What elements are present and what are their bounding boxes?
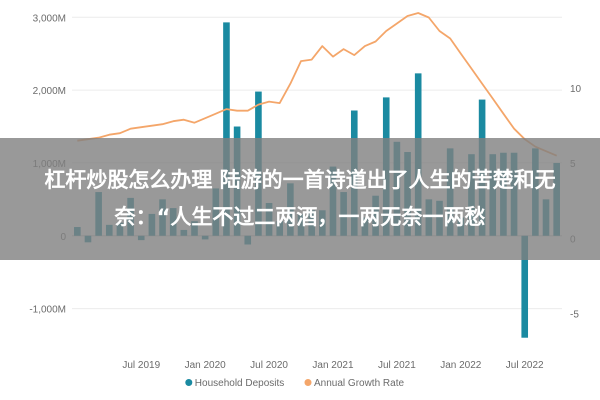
x-axis-tick-label: Jul 2022 bbox=[506, 360, 544, 371]
x-axis-tick-label: Jan 2021 bbox=[312, 360, 354, 371]
deposit-bar bbox=[223, 22, 230, 236]
legend-marker bbox=[185, 379, 193, 386]
right-axis-tick-label: -5 bbox=[570, 309, 579, 320]
left-axis-tick-label: 2,000M bbox=[33, 86, 66, 97]
legend-label: Annual Growth Rate bbox=[314, 378, 404, 389]
x-axis-tick-label: Jan 2022 bbox=[440, 360, 482, 371]
legend-label: Household Deposits bbox=[195, 378, 284, 389]
x-axis-tick-label: Jul 2019 bbox=[122, 360, 160, 371]
deposit-bar bbox=[521, 235, 529, 338]
x-axis-tick-label: Jul 2020 bbox=[250, 360, 288, 371]
x-axis-tick-label: Jul 2021 bbox=[378, 360, 416, 371]
growth-line-group bbox=[77, 12, 558, 157]
right-axis-tick-label: 10 bbox=[570, 84, 582, 95]
title-banner: 杠杆炒股怎么办理 陆游的一首诗道出了人生的苦楚和无奈：“人生不过二两酒，一两无奈… bbox=[0, 138, 600, 260]
overlay-title: 杠杆炒股怎么办理 陆游的一首诗道出了人生的苦楚和无奈：“人生不过二两酒，一两无奈… bbox=[44, 168, 556, 229]
x-axis-tick-label: Jan 2020 bbox=[185, 360, 227, 371]
left-axis-tick-label: -1,000M bbox=[29, 305, 66, 316]
legend: Household Deposits Annual Growth Rate bbox=[185, 378, 404, 389]
left-axis-tick-label: 3,000M bbox=[33, 13, 66, 24]
growth-rate-line bbox=[77, 12, 558, 157]
legend-marker bbox=[304, 379, 312, 386]
